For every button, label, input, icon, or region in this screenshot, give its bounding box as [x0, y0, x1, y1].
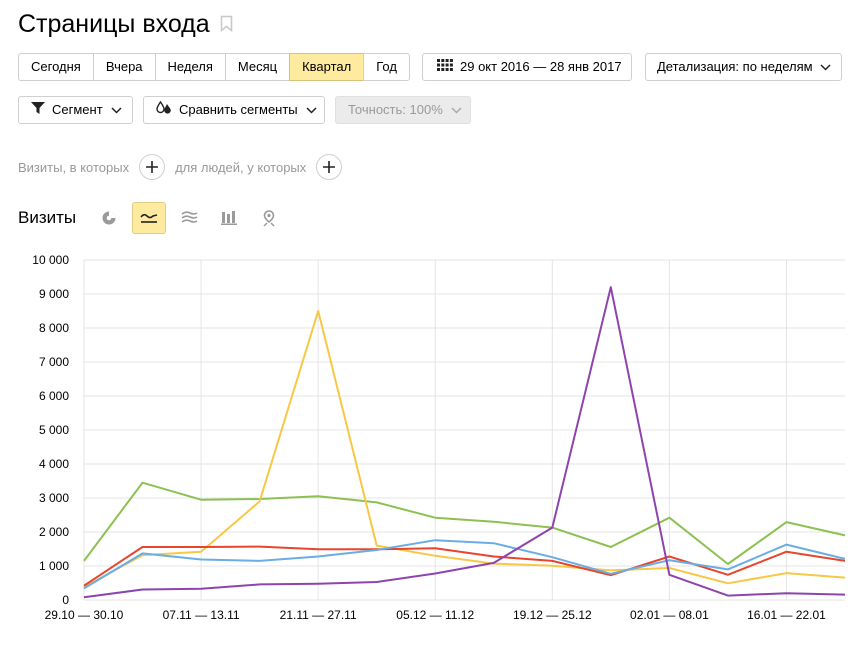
compare-drops-icon [156, 97, 172, 123]
series-line-3[interactable] [83, 545, 846, 587]
detail-dropdown[interactable]: Детализация: по неделям [645, 53, 842, 81]
y-tick-label: 6 000 [39, 389, 69, 403]
bookmark-icon[interactable] [220, 15, 233, 37]
series-line-1[interactable] [83, 481, 846, 565]
add-people-filter-button[interactable] [316, 154, 343, 180]
period-year-button[interactable]: Год [363, 53, 410, 81]
chevron-down-icon [820, 54, 831, 80]
chart-series [83, 286, 846, 599]
period-today-button[interactable]: Сегодня [18, 53, 93, 81]
segment-label: Сегмент [52, 102, 103, 117]
visits-line-chart: 0 1 000 2 000 3 000 4 000 5 000 6 000 7 000 8 00… [32, 253, 846, 622]
chart-grid [83, 259, 845, 601]
compare-segments-label: Сравнить сегменты [179, 102, 298, 117]
visits-filter-label: Визиты, в которых [18, 159, 130, 175]
y-axis-labels: 0 1 000 2 000 3 000 4 000 5 000 6 000 7 000 8 00… [32, 253, 69, 607]
series-line-5[interactable] [83, 286, 846, 599]
date-range-button[interactable]: 29 окт 2016 — 28 янв 2017 [422, 53, 632, 81]
x-tick-label: 29.10 — 30.10 [45, 608, 124, 622]
chevron-down-icon [306, 97, 317, 123]
series-line-2[interactable] [83, 310, 846, 588]
period-month-button[interactable]: Месяц [224, 53, 290, 81]
period-yesterday-button[interactable]: Вчера [92, 53, 155, 81]
x-axis-labels: 29.10 — 30.10 07.11 — 13.11 21.11 — 27.11 0… [45, 608, 827, 622]
x-tick-label: 16.01 — 22.01 [747, 608, 826, 622]
map-icon[interactable] [252, 202, 286, 234]
period-selector: Сегодня Вчера Неделя Месяц Квартал Год [18, 53, 410, 81]
y-tick-label: 5 000 [39, 423, 69, 437]
compare-segments-button[interactable]: Сравнить сегменты [143, 96, 325, 124]
x-tick-label: 05.12 — 11.12 [396, 608, 474, 622]
bar-chart-icon[interactable] [212, 202, 246, 234]
filter-row: Визиты, в которых для людей, у которых [18, 154, 352, 180]
plus-icon [323, 161, 336, 173]
period-quarter-button[interactable]: Квартал [289, 53, 364, 81]
y-tick-label: 1 000 [39, 559, 69, 573]
x-tick-label: 07.11 — 13.11 [163, 608, 240, 622]
accuracy-label: Точность: 100% [348, 102, 443, 117]
chevron-down-icon [451, 97, 462, 123]
x-tick-label: 19.12 — 25.12 [513, 608, 592, 622]
page-title: Страницы входа [18, 10, 210, 38]
plus-icon [146, 161, 159, 173]
y-tick-label: 10 000 [32, 253, 69, 267]
accuracy-dropdown: Точность: 100% [335, 96, 471, 124]
stacked-area-icon[interactable] [172, 202, 206, 234]
y-tick-label: 4 000 [39, 457, 69, 471]
chart-toolbar: Визиты [18, 202, 292, 234]
add-visit-filter-button[interactable] [139, 154, 166, 180]
calendar-icon [437, 54, 453, 80]
segment-button[interactable]: Сегмент [18, 96, 133, 124]
pie-chart-icon[interactable] [92, 202, 126, 234]
x-tick-label: 02.01 — 08.01 [630, 608, 709, 622]
chevron-down-icon [111, 97, 122, 123]
period-week-button[interactable]: Неделя [154, 53, 225, 81]
line-chart-icon[interactable] [132, 202, 167, 234]
series-line-4[interactable] [83, 539, 846, 590]
y-tick-label: 8 000 [39, 321, 69, 335]
visits-metric-label: Визиты [18, 208, 77, 227]
y-tick-label: 0 [62, 593, 69, 607]
y-tick-label: 3 000 [39, 491, 69, 505]
y-tick-label: 9 000 [39, 287, 69, 301]
date-range-label: 29 окт 2016 — 28 янв 2017 [460, 59, 622, 74]
people-filter-label: для людей, у которых [175, 159, 307, 175]
x-tick-label: 21.11 — 27.11 [280, 608, 357, 622]
detail-label: Детализация: по неделям [657, 59, 813, 74]
y-tick-label: 7 000 [39, 355, 69, 369]
y-tick-label: 2 000 [39, 525, 69, 539]
filter-icon [31, 97, 45, 123]
